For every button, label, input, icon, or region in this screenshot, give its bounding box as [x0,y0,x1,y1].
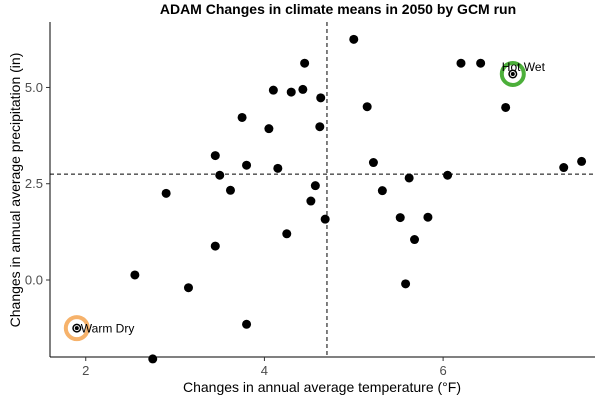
highlight-label: Hot Wet [502,60,546,74]
data-point [377,186,387,196]
data-point [404,173,414,183]
data-point [268,85,278,95]
y-ticks: 0.0 2.5 5.0 [25,80,50,287]
data-point [368,158,378,168]
data-point [215,170,225,180]
points-layer [72,34,587,364]
data-point [443,170,453,180]
x-tick-label: 2 [82,363,89,378]
data-point [130,270,140,280]
data-point [401,279,411,289]
data-point [286,87,296,97]
highlight-dot [74,326,79,331]
data-point [410,235,420,245]
data-point [242,319,252,329]
data-point [316,93,326,103]
data-point [395,213,405,223]
data-point [210,241,220,251]
data-point [148,354,158,364]
highlights-layer: Warm Dry Hot Wet [63,60,546,342]
data-point [476,58,486,68]
data-point [423,212,433,222]
highlight-ring [499,60,526,87]
data-point [225,185,235,195]
y-tick-label: 0.0 [25,272,43,287]
data-point [210,151,220,161]
data-point [310,181,320,191]
data-point [456,58,466,68]
data-point [315,122,325,132]
data-point [501,102,511,112]
data-point [349,34,359,44]
x-tick-label: 4 [261,363,268,378]
x-axis-title: Changes in annual average temperature (°… [183,379,461,395]
y-tick-label: 2.5 [25,176,43,191]
data-point [320,214,330,224]
y-axis-title: Changes in annual average precipitation … [7,53,23,328]
data-point [306,196,316,206]
highlight-ring [63,315,90,342]
highlight-dot [510,71,515,76]
x-tick-label: 6 [439,363,446,378]
chart-title: ADAM Changes in climate means in 2050 by… [160,1,516,17]
x-ticks: 2 4 6 [82,357,447,378]
data-point [577,156,587,166]
y-tick-label: 5.0 [25,80,43,95]
data-point [298,84,308,94]
data-point [300,58,310,68]
data-point [273,163,283,173]
data-point [559,163,569,173]
data-point [237,112,247,122]
data-point [242,160,252,170]
data-point [362,102,372,112]
data-point [161,188,171,198]
highlight-label: Warm Dry [81,322,135,336]
data-point [264,124,274,134]
data-point [282,229,292,239]
data-point [183,283,193,293]
